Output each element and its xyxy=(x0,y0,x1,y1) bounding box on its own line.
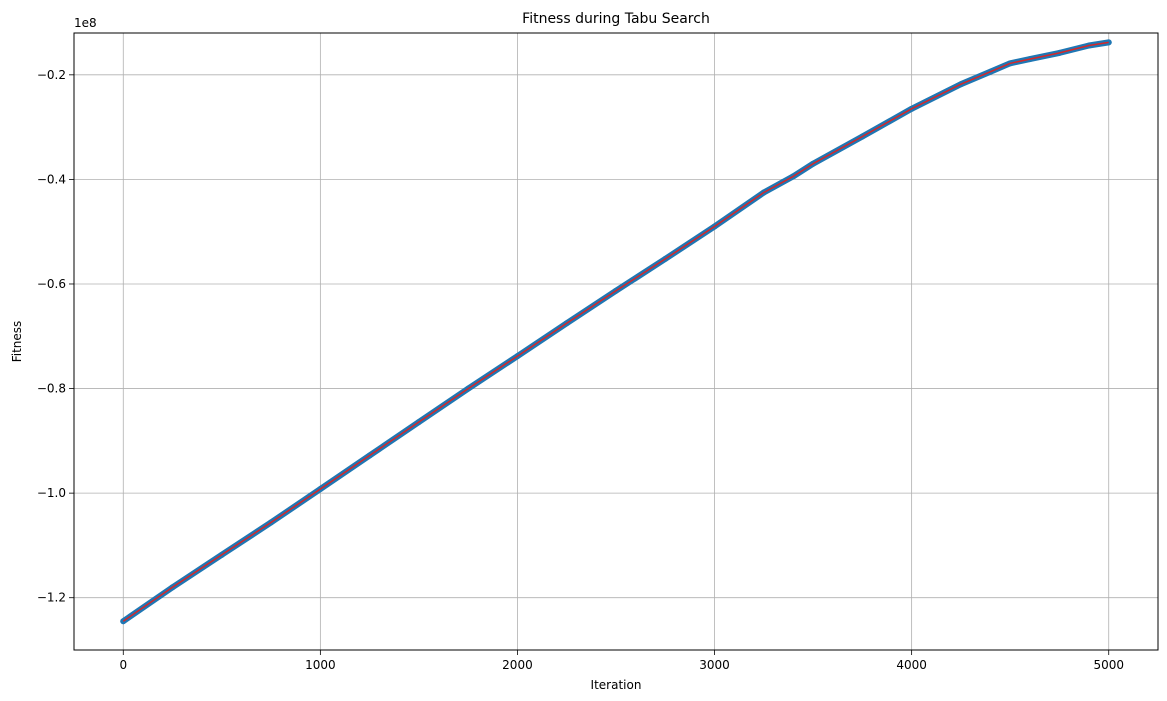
x-tick-label: 2000 xyxy=(502,658,533,672)
y-tick-label: −0.2 xyxy=(37,68,66,82)
x-tick-label: 3000 xyxy=(699,658,730,672)
y-axis: −1.2 −1.0 −0.8 −0.6 −0.4 −0.2 xyxy=(37,68,74,605)
x-tick-label: 5000 xyxy=(1093,658,1124,672)
y-tick-label: −0.4 xyxy=(37,172,66,186)
y-tick-label: −0.6 xyxy=(37,277,66,291)
series-line-0 xyxy=(120,39,1112,625)
y-tick-label: −1.2 xyxy=(37,591,66,605)
x-tick-label: 0 xyxy=(119,658,127,672)
x-tick-label: 1000 xyxy=(305,658,336,672)
grid-lines xyxy=(74,33,1158,650)
x-tick-label: 4000 xyxy=(896,658,927,672)
chart-title: Fitness during Tabu Search xyxy=(522,11,710,27)
series-line-1 xyxy=(122,41,1109,622)
y-offset-label: 1e8 xyxy=(74,16,97,30)
x-axis-label: Iteration xyxy=(591,678,642,692)
series-point-0 xyxy=(1105,39,1112,46)
x-axis: 0 1000 2000 3000 4000 5000 xyxy=(119,650,1124,672)
y-tick-label: −0.8 xyxy=(37,382,66,396)
y-axis-label: Fitness xyxy=(10,321,24,363)
plot-frame xyxy=(73,32,1159,651)
y-tick-label: −1.0 xyxy=(37,486,66,500)
series-group xyxy=(120,39,1112,625)
